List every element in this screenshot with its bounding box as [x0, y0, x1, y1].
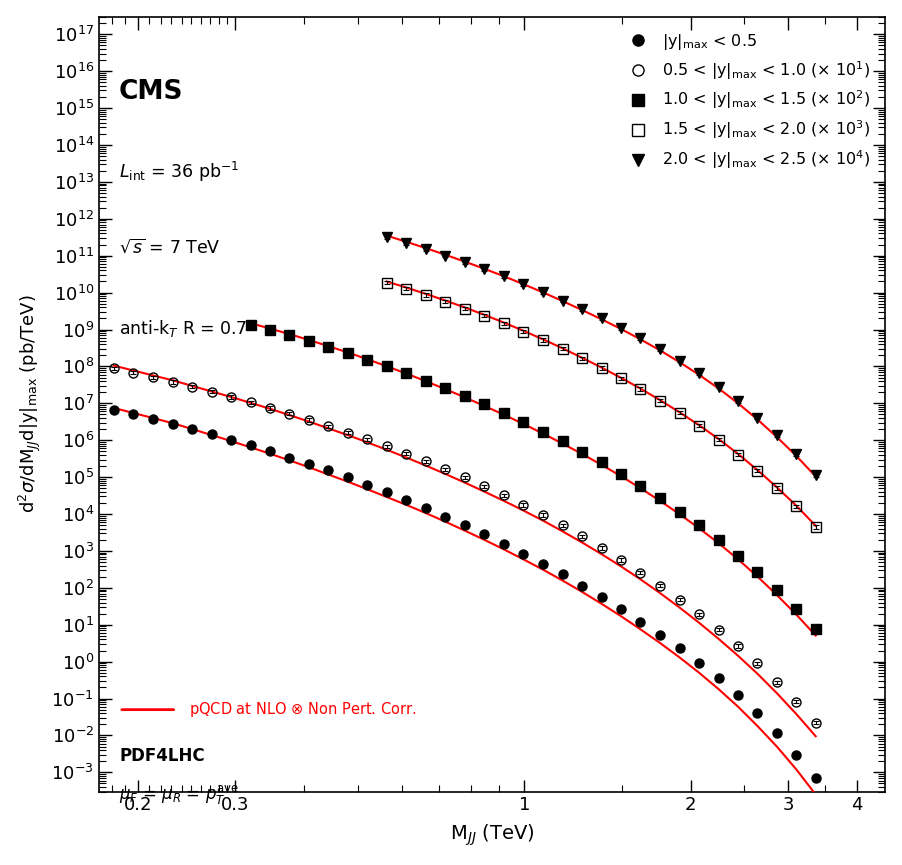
Text: PDF4LHC: PDF4LHC [119, 746, 205, 765]
Y-axis label: d$^{2}\sigma$/dM$_{JJ}$d|y|$_{\rm max}$ (pb/TeV): d$^{2}\sigma$/dM$_{JJ}$d|y|$_{\rm max}$ … [16, 295, 43, 514]
Text: pQCD at NLO $\otimes$ Non Pert. Corr.: pQCD at NLO $\otimes$ Non Pert. Corr. [189, 700, 417, 719]
Text: anti-k$_{T}$ R = 0.7: anti-k$_{T}$ R = 0.7 [119, 318, 246, 339]
Legend: |y|$_{\rm max}$ < 0.5, 0.5 < |y|$_{\rm max}$ < 1.0 ($\times$ 10$^{1}$), 1.0 < |y: |y|$_{\rm max}$ < 0.5, 0.5 < |y|$_{\rm m… [616, 25, 877, 177]
Text: $\sqrt{s}$ = 7 TeV: $\sqrt{s}$ = 7 TeV [119, 238, 221, 257]
Text: $\mu_{F}$ = $\mu_{R}$ = $p_{T}^{\rm ave}$: $\mu_{F}$ = $\mu_{R}$ = $p_{T}^{\rm ave}… [119, 784, 239, 806]
X-axis label: M$_{JJ}$ (TeV): M$_{JJ}$ (TeV) [450, 823, 534, 849]
Text: $L_{\rm int}$ = 36 pb$^{-1}$: $L_{\rm int}$ = 36 pb$^{-1}$ [119, 160, 239, 183]
Text: CMS: CMS [119, 80, 183, 106]
